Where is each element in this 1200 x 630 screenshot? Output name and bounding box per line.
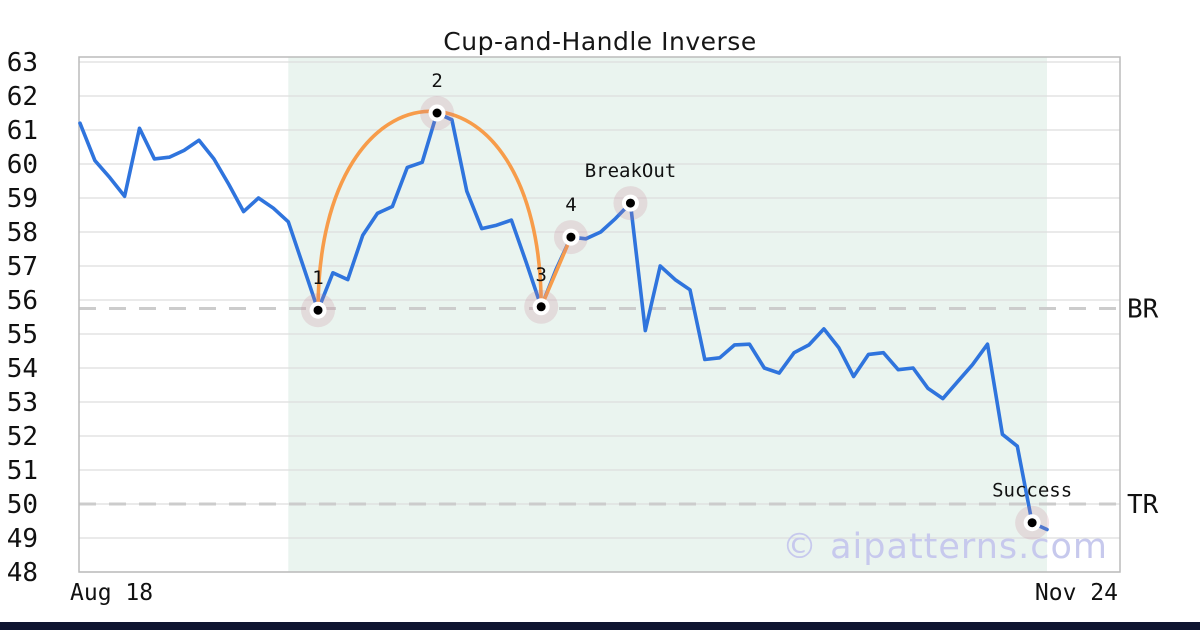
- marker-label-2: 2: [431, 70, 442, 92]
- y-tick-label: 50: [7, 490, 38, 520]
- plot-border: [78, 56, 1121, 573]
- marker-dot-1: [313, 305, 323, 315]
- marker-label-success: Success: [992, 480, 1072, 502]
- y-tick-label: 60: [7, 150, 38, 180]
- watermark: © aipatterns.com: [781, 527, 1108, 567]
- marker-dot-3: [536, 302, 546, 312]
- y-tick-label: 62: [7, 82, 38, 112]
- marker-dot-breakout: [625, 198, 635, 208]
- y-tick-label: 51: [7, 456, 38, 486]
- marker-label-3: 3: [535, 264, 546, 286]
- chart-title: Cup-and-Handle Inverse: [443, 27, 757, 56]
- level-label-tr: TR: [1127, 490, 1159, 520]
- marker-label-1: 1: [312, 267, 323, 289]
- handle-line-overlay: [539, 235, 573, 309]
- y-tick-label: 54: [7, 354, 38, 384]
- y-tick-label: 48: [7, 558, 38, 588]
- bottom-accent-bar: [0, 622, 1200, 630]
- y-tick-label: 58: [7, 218, 38, 248]
- y-tick-label: 52: [7, 422, 38, 452]
- y-tick-label: 59: [7, 184, 38, 214]
- marker-dot-success: [1027, 518, 1037, 528]
- y-tick-label: 55: [7, 320, 38, 350]
- y-tick-label: 61: [7, 116, 38, 146]
- y-tick-label: 49: [7, 524, 38, 554]
- level-label-br: BR: [1127, 295, 1159, 325]
- marker-label-4: 4: [565, 194, 576, 216]
- y-tick-label: 57: [7, 252, 38, 282]
- y-tick-label: 63: [7, 48, 38, 78]
- marker-dot-4: [566, 232, 576, 242]
- y-tick-label: 53: [7, 388, 38, 418]
- x-tick-label: Aug 18: [70, 580, 153, 606]
- marker-label-breakout: BreakOut: [585, 160, 677, 182]
- marker-dot-2: [432, 108, 442, 118]
- x-tick-label: Nov 24: [1035, 580, 1118, 606]
- y-tick-label: 56: [7, 286, 38, 316]
- pattern-shade-region: [288, 57, 1048, 572]
